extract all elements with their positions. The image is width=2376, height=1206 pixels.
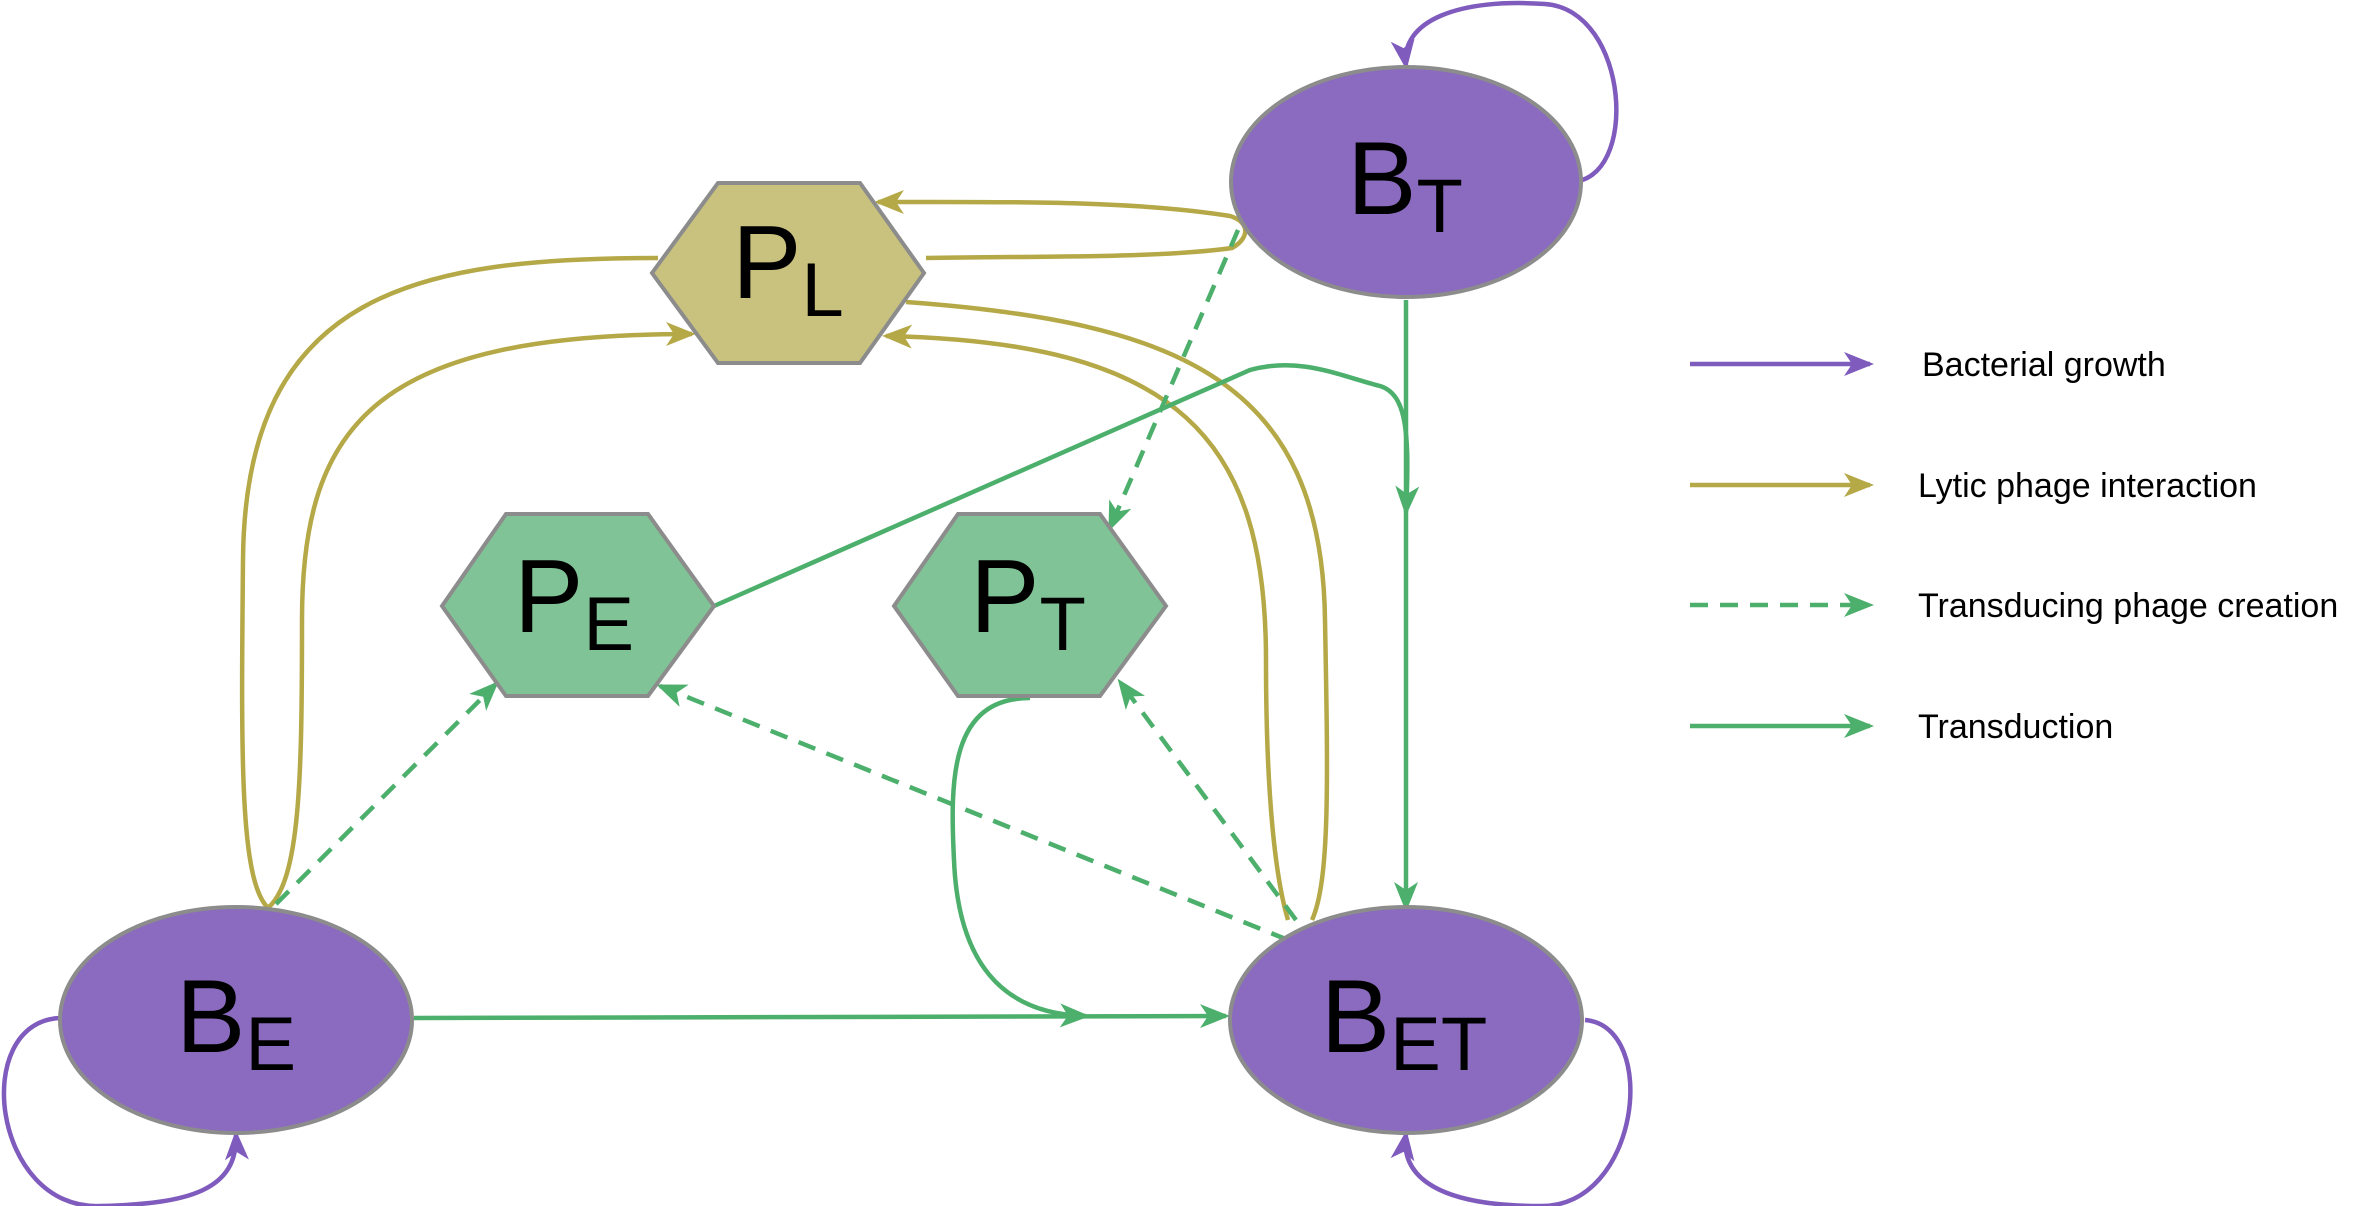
legend-item-bacterial-growth: Bacterial growth <box>1690 346 2166 384</box>
node-bt-shape <box>1229 65 1583 299</box>
node-pt-label: PT <box>970 539 1086 667</box>
edge-transduction-be-to-bet <box>413 1004 1230 1029</box>
node-bt-label: BT <box>1347 121 1463 249</box>
legend-item-lytic: Lytic phage interaction <box>1690 467 2257 505</box>
node-pt: PT <box>891 512 1169 698</box>
edge-creation-bet-to-pt <box>1117 678 1298 922</box>
legend: Bacterial growth Lytic phage interaction… <box>1690 346 2338 746</box>
legend-item-transduction: Transduction <box>1690 708 2113 746</box>
node-pt-shape <box>891 512 1169 698</box>
edge-growth-bt-self <box>1390 0 1619 185</box>
edge-creation-be-to-pe <box>274 681 499 906</box>
edge-transduction-pe-to-bet <box>713 362 1420 609</box>
legend-label-bacterial-growth: Bacterial growth <box>1922 346 2166 384</box>
edge-growth-bet-self <box>1390 1017 1633 1206</box>
node-pe-shape <box>439 512 717 698</box>
node-pl-shape <box>649 181 927 365</box>
node-be: BE <box>58 905 414 1135</box>
legend-label-creation: Transducing phage creation <box>1918 587 2338 625</box>
legend-item-creation: Transducing phage creation <box>1690 587 2338 625</box>
node-be-label: BE <box>176 959 296 1087</box>
edge-lytic-be-to-pl-outer <box>239 255 659 910</box>
node-pl-label: PL <box>732 205 844 333</box>
edges <box>1 0 1633 1206</box>
edge-lytic-be-to-pl-inner <box>266 322 696 910</box>
node-be-shape <box>58 905 414 1135</box>
edge-creation-bt-to-pt <box>1107 229 1241 532</box>
node-bet: BET <box>1228 905 1584 1135</box>
node-pl: PL <box>649 181 927 365</box>
node-pe-label: PE <box>514 539 634 667</box>
legend-label-transduction: Transduction <box>1918 708 2113 746</box>
legend-label-lytic: Lytic phage interaction <box>1918 467 2257 505</box>
edge-creation-bet-to-pe <box>656 683 1289 943</box>
edge-growth-be-self <box>1 1015 249 1206</box>
edge-lytic-bet-to-pl-inner <box>882 324 1291 921</box>
node-bet-shape <box>1228 905 1584 1135</box>
edge-lytic-bet-to-pl-outer <box>905 299 1330 921</box>
edge-lytic-bt-to-pl <box>874 189 1248 261</box>
edge-transduction-pt-to-bet <box>950 695 1090 1028</box>
node-bt: BT <box>1229 65 1583 299</box>
node-pe: PE <box>439 512 717 698</box>
node-bet-label: BET <box>1321 959 1488 1087</box>
